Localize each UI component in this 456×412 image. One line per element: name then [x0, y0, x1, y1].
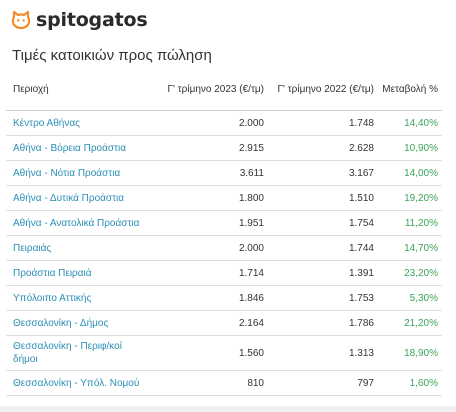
change-value: 14,40% [378, 110, 442, 136]
table-row: Πειραιάς 2.000 1.744 14,70% [6, 235, 442, 261]
table-row: Υπόλοιπο Αττικής 1.846 1.753 5,30% [6, 285, 442, 311]
price-2023: 1.846 [148, 285, 268, 311]
price-2023: 2.164 [148, 310, 268, 336]
region-link[interactable]: Θεσσαλονίκη - Δήμος [6, 310, 148, 336]
price-2023: 1.800 [148, 185, 268, 211]
table-row: Κέντρο Αθήνας 2.000 1.748 14,40% [6, 110, 442, 136]
region-link[interactable]: Αθήνα - Δυτικά Προάστια [6, 185, 148, 211]
price-2023: 810 [148, 370, 268, 396]
table-row: Αθήνα - Δυτικά Προάστια 1.800 1.510 19,2… [6, 185, 442, 211]
change-value: 5,30% [378, 285, 442, 311]
price-2023: 1.560 [148, 335, 268, 371]
price-2023: 1.714 [148, 260, 268, 286]
change-value: 23,20% [378, 260, 442, 286]
region-link[interactable]: Θεσσαλονίκη - Περιφ/κοί δήμοι [6, 335, 148, 371]
table-row: Θεσσαλονίκη - Περιφ/κοί δήμοι 1.560 1.31… [6, 335, 442, 371]
price-table: Περιοχή Γ' τρίμηνο 2023 (€/τμ) Γ' τρίμην… [6, 70, 442, 396]
table-header-row: Περιοχή Γ' τρίμηνο 2023 (€/τμ) Γ' τρίμην… [6, 70, 442, 111]
price-2022: 1.753 [268, 285, 378, 311]
change-value: 21,20% [378, 310, 442, 336]
region-link[interactable]: Πειραιάς [6, 235, 148, 261]
change-value: 1,60% [378, 370, 442, 396]
header-region: Περιοχή [6, 70, 148, 111]
header-change: Μεταβολή % [378, 70, 442, 111]
table-row: Αθήνα - Βόρεια Προάστια 2.915 2.628 10,9… [6, 135, 442, 161]
cat-logo-icon [11, 10, 31, 30]
page-title: Τιμές κατοικιών προς πώληση [12, 47, 212, 64]
price-2023: 2.000 [148, 110, 268, 136]
change-value: 19,20% [378, 185, 442, 211]
brand-name: spitogatos [36, 9, 148, 31]
brand-logo[interactable]: spitogatos [11, 9, 148, 31]
table-row: Αθήνα - Ανατολικά Προάστια 1.951 1.754 1… [6, 210, 442, 236]
region-link[interactable]: Υπόλοιπο Αττικής [6, 285, 148, 311]
price-2023: 1.951 [148, 210, 268, 236]
price-2023: 2.915 [148, 135, 268, 161]
table-row: Θεσσαλονίκη - Δήμος 2.164 1.786 21,20% [6, 310, 442, 336]
change-value: 14,00% [378, 160, 442, 186]
region-link[interactable]: Θεσσαλονίκη - Υπόλ. Νομού [6, 370, 148, 396]
region-link[interactable]: Αθήνα - Βόρεια Προάστια [6, 135, 148, 161]
price-2022: 797 [268, 370, 378, 396]
price-2022: 1.748 [268, 110, 378, 136]
price-2022: 1.754 [268, 210, 378, 236]
price-2022: 1.744 [268, 235, 378, 261]
table-row: Θεσσαλονίκη - Υπόλ. Νομού 810 797 1,60% [6, 370, 442, 396]
price-2023: 3.611 [148, 160, 268, 186]
region-link[interactable]: Αθήνα - Νότια Προάστια [6, 160, 148, 186]
region-link[interactable]: Αθήνα - Ανατολικά Προάστια [6, 210, 148, 236]
header-q2023: Γ' τρίμηνο 2023 (€/τμ) [148, 70, 268, 111]
change-value: 11,20% [378, 210, 442, 236]
table-row: Προάστια Πειραιά 1.714 1.391 23,20% [6, 260, 442, 286]
change-value: 10,90% [378, 135, 442, 161]
price-2022: 1.391 [268, 260, 378, 286]
price-2023: 2.000 [148, 235, 268, 261]
table-row: Αθήνα - Νότια Προάστια 3.611 3.167 14,00… [6, 160, 442, 186]
price-2022: 3.167 [268, 160, 378, 186]
region-link[interactable]: Προάστια Πειραιά [6, 260, 148, 286]
change-value: 18,90% [378, 335, 442, 371]
header-q2022: Γ' τρίμηνο 2022 (€/τμ) [268, 70, 378, 111]
bottom-divider [0, 406, 456, 412]
change-value: 14,70% [378, 235, 442, 261]
price-2022: 2.628 [268, 135, 378, 161]
region-link[interactable]: Κέντρο Αθήνας [6, 110, 148, 136]
price-2022: 1.786 [268, 310, 378, 336]
price-2022: 1.510 [268, 185, 378, 211]
price-2022: 1.313 [268, 335, 378, 371]
